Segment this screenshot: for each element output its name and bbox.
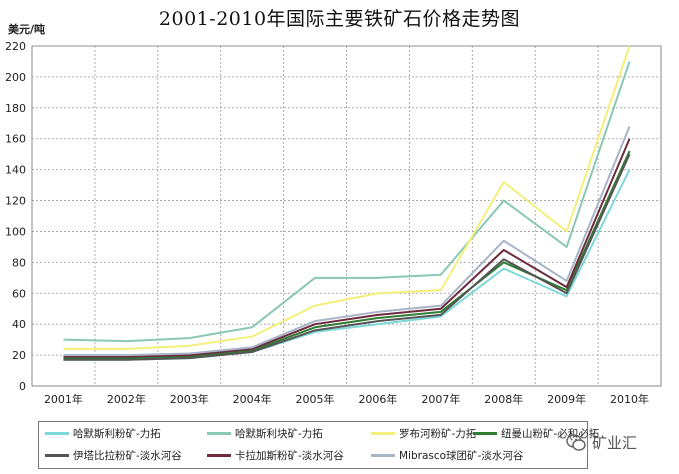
- legend-label: 哈默斯利粉矿-力拓: [73, 428, 161, 440]
- x-tick-label: 2004年: [233, 392, 272, 406]
- y-tick-label: 200: [5, 71, 26, 84]
- legend-label: 哈默斯利块矿-力拓: [235, 428, 323, 440]
- legend-swatch: [473, 432, 497, 435]
- x-tick-label: 2008年: [484, 392, 523, 406]
- legend-item: 哈默斯利粉矿-力拓: [45, 426, 161, 441]
- y-tick-label: 140: [5, 164, 26, 177]
- legend-label: 伊塔比拉粉矿-淡水河谷: [73, 450, 182, 462]
- series-line: [63, 61, 631, 343]
- legend-item: 哈默斯利块矿-力拓: [207, 426, 323, 441]
- y-tick-label: 100: [5, 225, 26, 238]
- y-tick-label: 220: [5, 40, 26, 53]
- legend-swatch: [371, 432, 395, 435]
- series-line: [63, 138, 631, 358]
- series-line: [63, 153, 631, 361]
- legend: 哈默斯利粉矿-力拓 哈默斯利块矿-力拓 罗布河粉矿-力拓 纽曼山粉矿-必和必拓伊塔比拉…: [38, 421, 599, 469]
- legend-swatch: [45, 432, 69, 435]
- x-tick-label: 2002年: [107, 392, 146, 406]
- x-tick-label: 2010年: [610, 392, 649, 406]
- legend-label: Mibrasco球团矿-淡水河谷: [399, 450, 524, 462]
- x-tick-label: 2006年: [358, 392, 397, 406]
- x-tick-label: 2007年: [421, 392, 460, 406]
- wechat-icon: [566, 433, 586, 452]
- y-tick-label: 160: [5, 133, 26, 146]
- y-tick-label: 80: [12, 256, 26, 269]
- x-tick-label: 2003年: [170, 392, 209, 406]
- legend-item: 卡拉加斯粉矿-淡水河谷: [207, 448, 344, 463]
- y-tick-label: 40: [12, 318, 26, 331]
- legend-item: 伊塔比拉粉矿-淡水河谷: [45, 448, 182, 463]
- legend-item: 纽曼山粉矿-必和必拓: [473, 426, 599, 441]
- y-tick-label: 0: [19, 380, 26, 393]
- legend-label: 纽曼山粉矿-必和必拓: [501, 428, 600, 440]
- legend-swatch: [207, 432, 231, 435]
- y-tick-label: 60: [12, 287, 26, 300]
- series-line: [63, 125, 631, 357]
- legend-swatch: [207, 454, 231, 457]
- y-tick-label: 180: [5, 102, 26, 115]
- series-line: [63, 45, 631, 350]
- legend-label: 卡拉加斯粉矿-淡水河谷: [235, 450, 344, 462]
- x-tick-label: 2005年: [296, 392, 335, 406]
- x-tick-label: 2001年: [44, 392, 83, 406]
- legend-item: Mibrasco球团矿-淡水河谷: [371, 448, 523, 463]
- legend-swatch: [45, 454, 69, 457]
- legend-label: 罗布河粉矿-力拓: [399, 428, 477, 440]
- legend-item: 罗布河粉矿-力拓: [371, 426, 476, 441]
- legend-swatch: [371, 454, 395, 457]
- watermark: 矿业汇: [566, 432, 637, 453]
- y-tick-label: 120: [5, 195, 26, 208]
- x-tick-label: 2009年: [547, 392, 586, 406]
- y-axis-label: 美元/吨: [8, 23, 46, 36]
- y-tick-label: 20: [12, 349, 26, 362]
- chart-title: 2001-2010年国际主要铁矿石价格走势图: [158, 8, 521, 30]
- watermark-text: 矿业汇: [592, 434, 638, 452]
